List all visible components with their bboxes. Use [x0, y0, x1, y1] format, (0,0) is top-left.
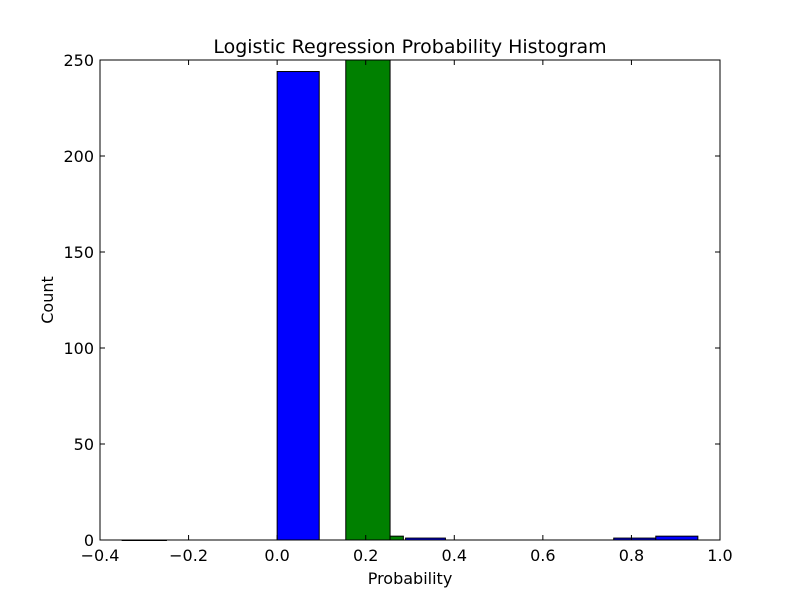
x-tick-label: 0.8: [619, 546, 644, 565]
y-tick-label: 250: [63, 51, 94, 70]
y-tick-label: 0: [84, 531, 94, 550]
x-tick-label: 0.0: [264, 546, 289, 565]
y-tick-label: 150: [63, 243, 94, 262]
histogram-bar-series2-1: [345, 59, 391, 541]
x-tick-label: −0.4: [81, 546, 120, 565]
plot-frame: [99, 59, 721, 541]
plot-area: [121, 59, 699, 541]
histogram-bar-series1-5: [655, 535, 699, 541]
y-tick-label: 50: [74, 435, 94, 454]
axis-ticks: −0.4 −0.2 0.0 0.2 0.4 0.6 0.8 1.0 0 50 100 150 200 25…: [63, 51, 732, 565]
x-tick-label: 0.4: [442, 546, 467, 565]
x-tick-label: 0.6: [530, 546, 555, 565]
x-tick-label: 0.2: [353, 546, 378, 565]
y-tick-label: 200: [63, 147, 94, 166]
y-tick-label: 100: [63, 339, 94, 358]
histogram-bar-series2-2: [389, 535, 404, 541]
y-axis-label: Count: [38, 276, 57, 324]
histogram-bar-series1-2: [276, 71, 320, 541]
x-tick-label: 1.0: [707, 546, 732, 565]
x-axis-label: Probability: [368, 569, 453, 588]
x-tick-label: −0.2: [169, 546, 208, 565]
chart-title: Logistic Regression Probability Histogra…: [213, 36, 606, 58]
